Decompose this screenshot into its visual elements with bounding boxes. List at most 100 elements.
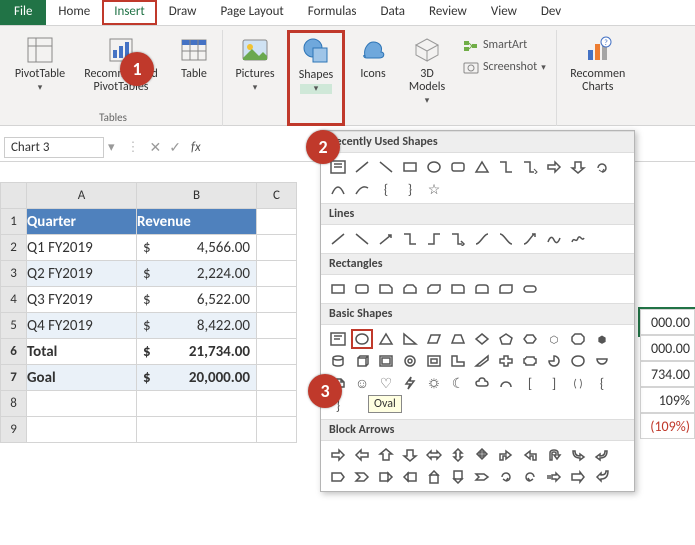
grid[interactable]: A B C 1 Quarter Revenue 2Q1 FY2019$4,566… <box>0 182 297 443</box>
row-header[interactable]: 2 <box>1 235 27 261</box>
tab-insert[interactable]: Insert <box>102 0 157 25</box>
tab-developer[interactable]: Dev <box>529 0 573 25</box>
shape-bracket-pair[interactable]: ( ) <box>567 373 589 393</box>
shape-snip2-rect[interactable] <box>399 279 421 299</box>
shape-arrow-bent[interactable] <box>495 445 517 465</box>
shape-line[interactable] <box>375 157 397 177</box>
shape-chord[interactable] <box>591 351 613 371</box>
shape-teardrop[interactable] <box>567 351 589 371</box>
tab-data[interactable]: Data <box>369 0 418 25</box>
shapes-button[interactable]: Shapes ▾ <box>287 30 345 126</box>
shape-frame[interactable] <box>423 351 445 371</box>
shape-triangle[interactable] <box>471 157 493 177</box>
cell[interactable]: Total <box>27 339 137 365</box>
name-box[interactable]: Chart 3 <box>4 137 104 158</box>
recommended-charts-button[interactable]: ? Recommen Charts <box>563 30 633 126</box>
shape-arrow-rotate[interactable] <box>591 157 613 177</box>
shape-elbow-arrow[interactable] <box>519 157 541 177</box>
peek-cell[interactable]: 000.00 <box>640 335 695 361</box>
cell[interactable]: Q2 FY2019 <box>27 261 137 287</box>
shape-arrow-ud[interactable] <box>447 445 469 465</box>
shape-arrow-curved[interactable] <box>567 445 589 465</box>
shape-bracket-l[interactable]: [ <box>519 373 541 393</box>
shape-brace-l[interactable]: { <box>591 373 613 393</box>
shape-curve-arrow[interactable] <box>519 229 541 249</box>
shape-arrow-uturn[interactable] <box>543 445 565 465</box>
col-header-b[interactable]: B <box>137 183 257 209</box>
screenshot-button[interactable]: Screenshot ▾ <box>459 58 550 78</box>
shape-arc[interactable] <box>351 179 373 199</box>
shape-bevel[interactable] <box>375 351 397 371</box>
shape-line-arrow[interactable] <box>375 229 397 249</box>
row-header[interactable]: 5 <box>1 313 27 339</box>
tab-review[interactable]: Review <box>417 0 479 25</box>
shape-line[interactable] <box>351 229 373 249</box>
shape-arrow-down[interactable] <box>567 157 589 177</box>
shape-l[interactable] <box>447 351 469 371</box>
shape-arrow[interactable] <box>351 445 373 465</box>
3d-models-button[interactable]: 3D Models ▾ <box>401 30 453 126</box>
shape-arrow-callout[interactable] <box>375 467 397 487</box>
shape-pentagon[interactable] <box>495 329 517 349</box>
tab-home[interactable]: Home <box>46 0 102 25</box>
pivottable-button[interactable]: PivotTable ▾ <box>10 30 70 111</box>
shape-line[interactable] <box>327 229 349 249</box>
enter-icon[interactable]: ✓ <box>169 139 181 156</box>
shape-rt-triangle[interactable] <box>399 329 421 349</box>
shape-arrow-callout[interactable] <box>423 467 445 487</box>
smartart-button[interactable]: SmartArt <box>459 36 550 56</box>
shape-bracket-r[interactable]: ] <box>543 373 565 393</box>
shape-arrow-callout[interactable] <box>399 467 421 487</box>
shape-smiley[interactable]: ☺ <box>351 373 373 393</box>
shape-moon[interactable]: ☾ <box>447 373 469 393</box>
row-header[interactable]: 9 <box>1 417 27 443</box>
shape-arrow-circular[interactable] <box>519 467 541 487</box>
shape-arrow-notch[interactable] <box>471 467 493 487</box>
shape-brace-l[interactable]: { <box>375 179 397 199</box>
cell[interactable]: Goal <box>27 365 137 391</box>
shape-line[interactable] <box>351 157 373 177</box>
cell[interactable]: Q4 FY2019 <box>27 313 137 339</box>
shape-snip-diag[interactable] <box>423 279 445 299</box>
header-revenue[interactable]: Revenue <box>137 209 257 235</box>
shape-round-rect[interactable] <box>351 279 373 299</box>
shape-scribble[interactable] <box>567 229 589 249</box>
shape-rounded-rect[interactable] <box>447 157 469 177</box>
shape-arc[interactable] <box>495 373 517 393</box>
shape-round-diag[interactable] <box>495 279 517 299</box>
shape-triangle[interactable] <box>375 329 397 349</box>
cell[interactable]: Q3 FY2019 <box>27 287 137 313</box>
shape-parallelogram[interactable] <box>423 329 445 349</box>
fx-label[interactable]: fx <box>187 140 201 155</box>
shape-trapezoid[interactable] <box>447 329 469 349</box>
shape-textbox[interactable] <box>327 329 349 349</box>
shape-donut[interactable] <box>399 351 421 371</box>
shape-decagon[interactable]: ⬢ <box>591 329 613 349</box>
cell[interactable]: $6,522.00 <box>137 287 257 313</box>
pictures-button[interactable]: Pictures ▾ <box>229 30 281 126</box>
shape-arrow[interactable] <box>399 445 421 465</box>
shape-can[interactable] <box>327 351 349 371</box>
icons-button[interactable]: Icons <box>351 30 395 126</box>
row-header[interactable]: 7 <box>1 365 27 391</box>
row-header[interactable]: 8 <box>1 391 27 417</box>
tab-view[interactable]: View <box>479 0 529 25</box>
cancel-icon[interactable]: ✕ <box>150 139 162 156</box>
cell[interactable]: Q1 FY2019 <box>27 235 137 261</box>
shape-curve-conn[interactable] <box>471 229 493 249</box>
tab-formulas[interactable]: Formulas <box>296 0 369 25</box>
shape-arrow[interactable] <box>591 467 613 487</box>
shape-diag-stripe[interactable] <box>471 351 493 371</box>
shape-arrow-pentagon[interactable] <box>327 467 349 487</box>
peek-cell[interactable]: 109% <box>640 387 695 413</box>
namebox-dropdown-icon[interactable]: ▾ <box>108 140 115 155</box>
shape-arrow-right[interactable] <box>543 157 565 177</box>
shape-plus[interactable] <box>495 351 517 371</box>
shape-hexagon[interactable] <box>519 329 541 349</box>
tab-file[interactable]: File <box>0 0 46 25</box>
shape-elbow[interactable] <box>399 229 421 249</box>
shape-pie[interactable] <box>543 351 565 371</box>
shape-arrow[interactable] <box>567 467 589 487</box>
shape-arrow-bent[interactable] <box>519 445 541 465</box>
shape-brace-r[interactable]: } <box>399 179 421 199</box>
